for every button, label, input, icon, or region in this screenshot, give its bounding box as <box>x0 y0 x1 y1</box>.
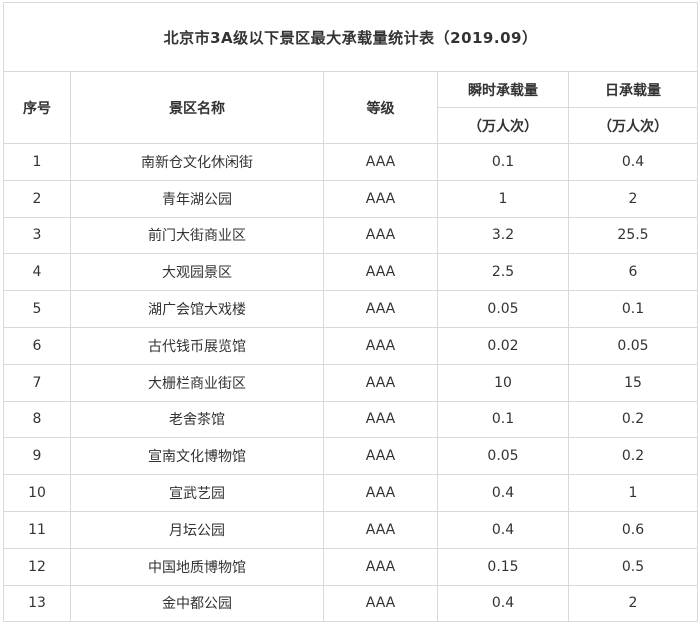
header-row-units: （万人次） （万人次） <box>4 107 699 144</box>
daily-cell: 0.2 <box>567 400 699 439</box>
name-cell: 宣武艺园 <box>70 474 324 512</box>
table-row: 9 宣南文化博物馆 AAA 0.05 0.2 <box>3 437 699 476</box>
daily-cell: 2 <box>567 584 699 623</box>
grade-cell: AAA <box>323 437 438 476</box>
grade-cell: AAA <box>323 474 438 512</box>
table-row: 1 南新仓文化休闲街 AAA 0.1 0.4 <box>3 143 699 181</box>
col-header-daily-capacity: 日承载量 <box>567 71 699 108</box>
table-row: 3 前门大街商业区 AAA 3.2 25.5 <box>3 216 699 255</box>
name-cell: 青年湖公园 <box>70 179 324 218</box>
grade-cell: AAA <box>323 400 438 439</box>
name-cell: 南新仓文化休闲街 <box>70 143 324 181</box>
index-cell: 5 <box>3 290 71 328</box>
col-header-daily-unit: （万人次） <box>567 107 699 144</box>
index-cell: 13 <box>3 584 71 623</box>
name-cell: 古代钱币展览馆 <box>70 326 324 365</box>
table-row: 7 大栅栏商业街区 AAA 10 15 <box>3 363 699 402</box>
table-row: 13 金中都公园 AAA 0.4 2 <box>3 584 699 623</box>
instant-cell: 0.15 <box>437 547 569 586</box>
name-cell: 大观园景区 <box>70 253 324 292</box>
instant-cell: 1 <box>437 179 569 218</box>
grade-cell: AAA <box>323 290 438 328</box>
daily-cell: 0.4 <box>567 143 699 181</box>
index-cell: 2 <box>3 179 71 218</box>
table-row: 2 青年湖公园 AAA 1 2 <box>3 179 699 218</box>
grade-cell: AAA <box>323 547 438 586</box>
instant-cell: 2.5 <box>437 253 569 292</box>
instant-cell: 3.2 <box>437 216 569 255</box>
grade-cell: AAA <box>323 143 438 181</box>
name-cell: 中国地质博物馆 <box>70 547 324 586</box>
index-cell: 6 <box>3 326 71 365</box>
instant-cell: 0.02 <box>437 326 569 365</box>
col-header-name: 景区名称 <box>70 71 324 144</box>
instant-cell: 0.4 <box>437 474 569 512</box>
grade-cell: AAA <box>323 584 438 623</box>
grade-cell: AAA <box>323 253 438 292</box>
index-cell: 9 <box>3 437 71 476</box>
index-cell: 8 <box>3 400 71 439</box>
header-row-top: 序号 景区名称 等级 瞬时承载量 日承载量 <box>3 71 699 144</box>
table-row: 6 古代钱币展览馆 AAA 0.02 0.05 <box>3 326 699 365</box>
index-cell: 11 <box>3 510 71 549</box>
table-row: 10 宣武艺园 AAA 0.4 1 <box>3 474 699 512</box>
grade-cell: AAA <box>323 326 438 365</box>
name-cell: 金中都公园 <box>70 584 324 623</box>
table-row: 8 老舍茶馆 AAA 0.1 0.2 <box>3 400 699 439</box>
grade-cell: AAA <box>323 363 438 402</box>
index-cell: 1 <box>3 143 71 181</box>
page-title: 北京市3A级以下景区最大承载量统计表（2019.09） <box>2 2 699 72</box>
daily-cell: 0.5 <box>567 547 699 586</box>
grade-cell: AAA <box>323 179 438 218</box>
name-cell: 月坛公园 <box>70 510 324 549</box>
instant-cell: 0.4 <box>437 510 569 549</box>
daily-cell: 0.1 <box>567 290 699 328</box>
title-row: 北京市3A级以下景区最大承载量统计表（2019.09） <box>2 2 699 72</box>
index-cell: 12 <box>3 547 71 586</box>
col-header-grade: 等级 <box>323 71 438 144</box>
instant-cell: 0.1 <box>437 400 569 439</box>
daily-cell: 0.6 <box>567 510 699 549</box>
index-cell: 4 <box>3 253 71 292</box>
index-cell: 7 <box>3 363 71 402</box>
name-cell: 宣南文化博物馆 <box>70 437 324 476</box>
daily-cell: 0.05 <box>567 326 699 365</box>
daily-cell: 25.5 <box>567 216 699 255</box>
table-body: 1 南新仓文化休闲街 AAA 0.1 0.4 2 青年湖公园 AAA 1 2 3 前门大街商业区 AAA… <box>3 143 699 623</box>
index-cell: 10 <box>3 474 71 512</box>
table-row: 4 大观园景区 AAA 2.5 6 <box>3 253 699 292</box>
index-cell: 3 <box>3 216 71 255</box>
instant-cell: 10 <box>437 363 569 402</box>
daily-cell: 15 <box>567 363 699 402</box>
col-header-instant-capacity: 瞬时承载量 <box>437 71 569 108</box>
daily-cell: 0.2 <box>567 437 699 476</box>
instant-cell: 0.4 <box>437 584 569 623</box>
col-header-index: 序号 <box>3 71 71 144</box>
name-cell: 湖广会馆大戏楼 <box>70 290 324 328</box>
name-cell: 大栅栏商业街区 <box>70 363 324 402</box>
grade-cell: AAA <box>323 216 438 255</box>
table-row: 12 中国地质博物馆 AAA 0.15 0.5 <box>3 547 699 586</box>
grade-cell: AAA <box>323 510 438 549</box>
instant-cell: 0.05 <box>437 290 569 328</box>
daily-cell: 6 <box>567 253 699 292</box>
table-row: 11 月坛公园 AAA 0.4 0.6 <box>3 510 699 549</box>
instant-cell: 0.05 <box>437 437 569 476</box>
name-cell: 前门大街商业区 <box>70 216 324 255</box>
table-header: 北京市3A级以下景区最大承载量统计表（2019.09） 序号 景区名称 等级 瞬… <box>2 2 699 144</box>
table-row: 5 湖广会馆大戏楼 AAA 0.05 0.1 <box>3 290 699 328</box>
instant-cell: 0.1 <box>437 143 569 181</box>
name-cell: 老舍茶馆 <box>70 400 324 439</box>
col-header-instant-unit: （万人次） <box>437 107 569 144</box>
daily-cell: 1 <box>567 474 699 512</box>
daily-cell: 2 <box>567 179 699 218</box>
